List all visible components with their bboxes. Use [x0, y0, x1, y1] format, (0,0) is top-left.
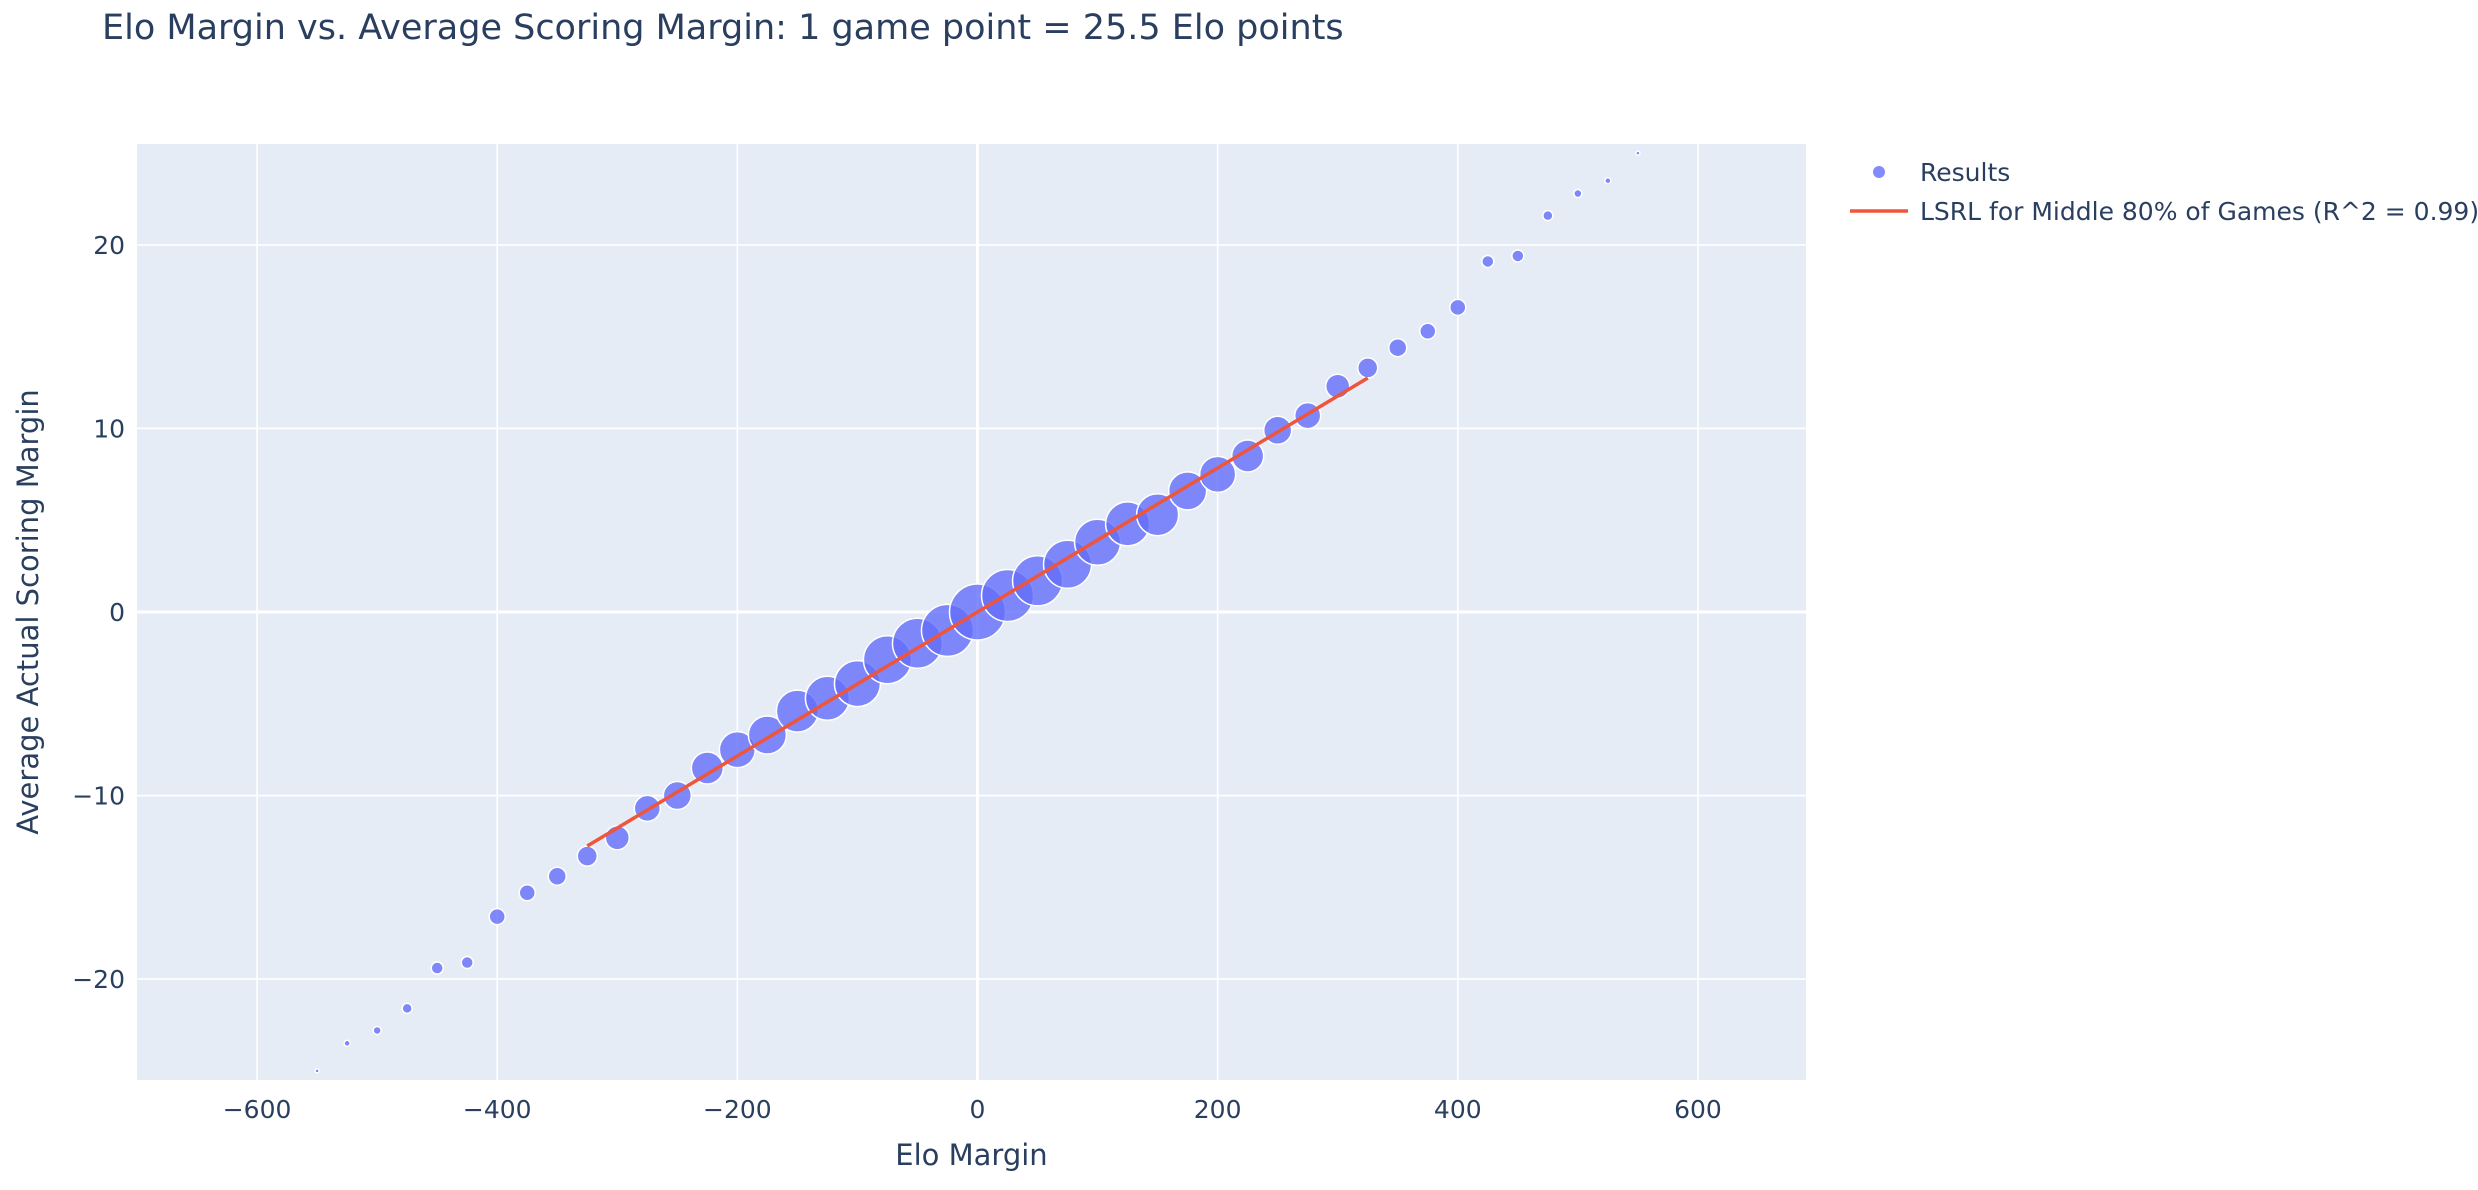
x-tick-label: −200: [703, 1095, 772, 1124]
x-tick-label: 600: [1674, 1095, 1722, 1124]
results-point[interactable]: [1481, 254, 1495, 269]
x-axis-title: Elo Margin: [895, 1138, 1047, 1172]
y-tick-label: 20: [93, 231, 125, 260]
results-point[interactable]: [1604, 176, 1612, 185]
results-point[interactable]: [372, 1025, 382, 1036]
results-point[interactable]: [576, 845, 599, 867]
tick-labels: −600 −400 −200 0 200 400 600 −20 −10 0 10 20: [72, 231, 1722, 1124]
lsrl-layer: [586, 376, 1369, 848]
y-tick-label: 10: [93, 414, 125, 443]
results-point[interactable]: [690, 751, 725, 785]
x-tick-label: 200: [1194, 1095, 1242, 1124]
results-point[interactable]: [547, 866, 568, 887]
results-point[interactable]: [343, 1039, 351, 1048]
results-point[interactable]: [430, 961, 444, 975]
y-axis-title: Average Actual Scoring Margin: [11, 389, 45, 835]
x-tick-label: −600: [223, 1095, 292, 1124]
results-point[interactable]: [314, 1068, 320, 1074]
lsrl-line[interactable]: [586, 376, 1369, 848]
results-point[interactable]: [1388, 337, 1408, 358]
results-point[interactable]: [1635, 150, 1641, 156]
results-point[interactable]: [1419, 322, 1437, 340]
y-tick-label: −10: [72, 782, 125, 811]
results-point[interactable]: [1198, 455, 1237, 494]
x-tick-label: 400: [1434, 1095, 1482, 1124]
y-tick-label: 0: [109, 598, 125, 627]
results-point[interactable]: [460, 955, 474, 970]
legend[interactable]: Results LSRL for Middle 80% of Games (R^…: [1850, 158, 2478, 226]
x-tick-label: 0: [970, 1095, 986, 1124]
y-tick-label: −20: [72, 965, 125, 994]
chart-title: Elo Margin vs. Average Scoring Margin: 1…: [102, 8, 1344, 48]
legend-item-results[interactable]: Results: [1873, 158, 2010, 187]
results-point[interactable]: [1511, 249, 1525, 263]
results-point[interactable]: [401, 1002, 413, 1015]
results-point[interactable]: [518, 884, 536, 902]
legend-label-lsrl: LSRL for Middle 80% of Games (R^2 = 0.99…: [1920, 197, 2478, 226]
legend-marker-results-icon: [1873, 166, 1885, 178]
legend-item-lsrl[interactable]: LSRL for Middle 80% of Games (R^2 = 0.99…: [1850, 197, 2478, 226]
results-point[interactable]: [1542, 209, 1554, 222]
results-point[interactable]: [1356, 357, 1379, 379]
results-point[interactable]: [1573, 188, 1583, 199]
legend-label-results: Results: [1920, 158, 2010, 187]
results-point[interactable]: [1449, 298, 1467, 317]
results-point[interactable]: [488, 907, 506, 926]
results-point[interactable]: [1230, 439, 1265, 473]
x-tick-label: −400: [463, 1095, 532, 1124]
